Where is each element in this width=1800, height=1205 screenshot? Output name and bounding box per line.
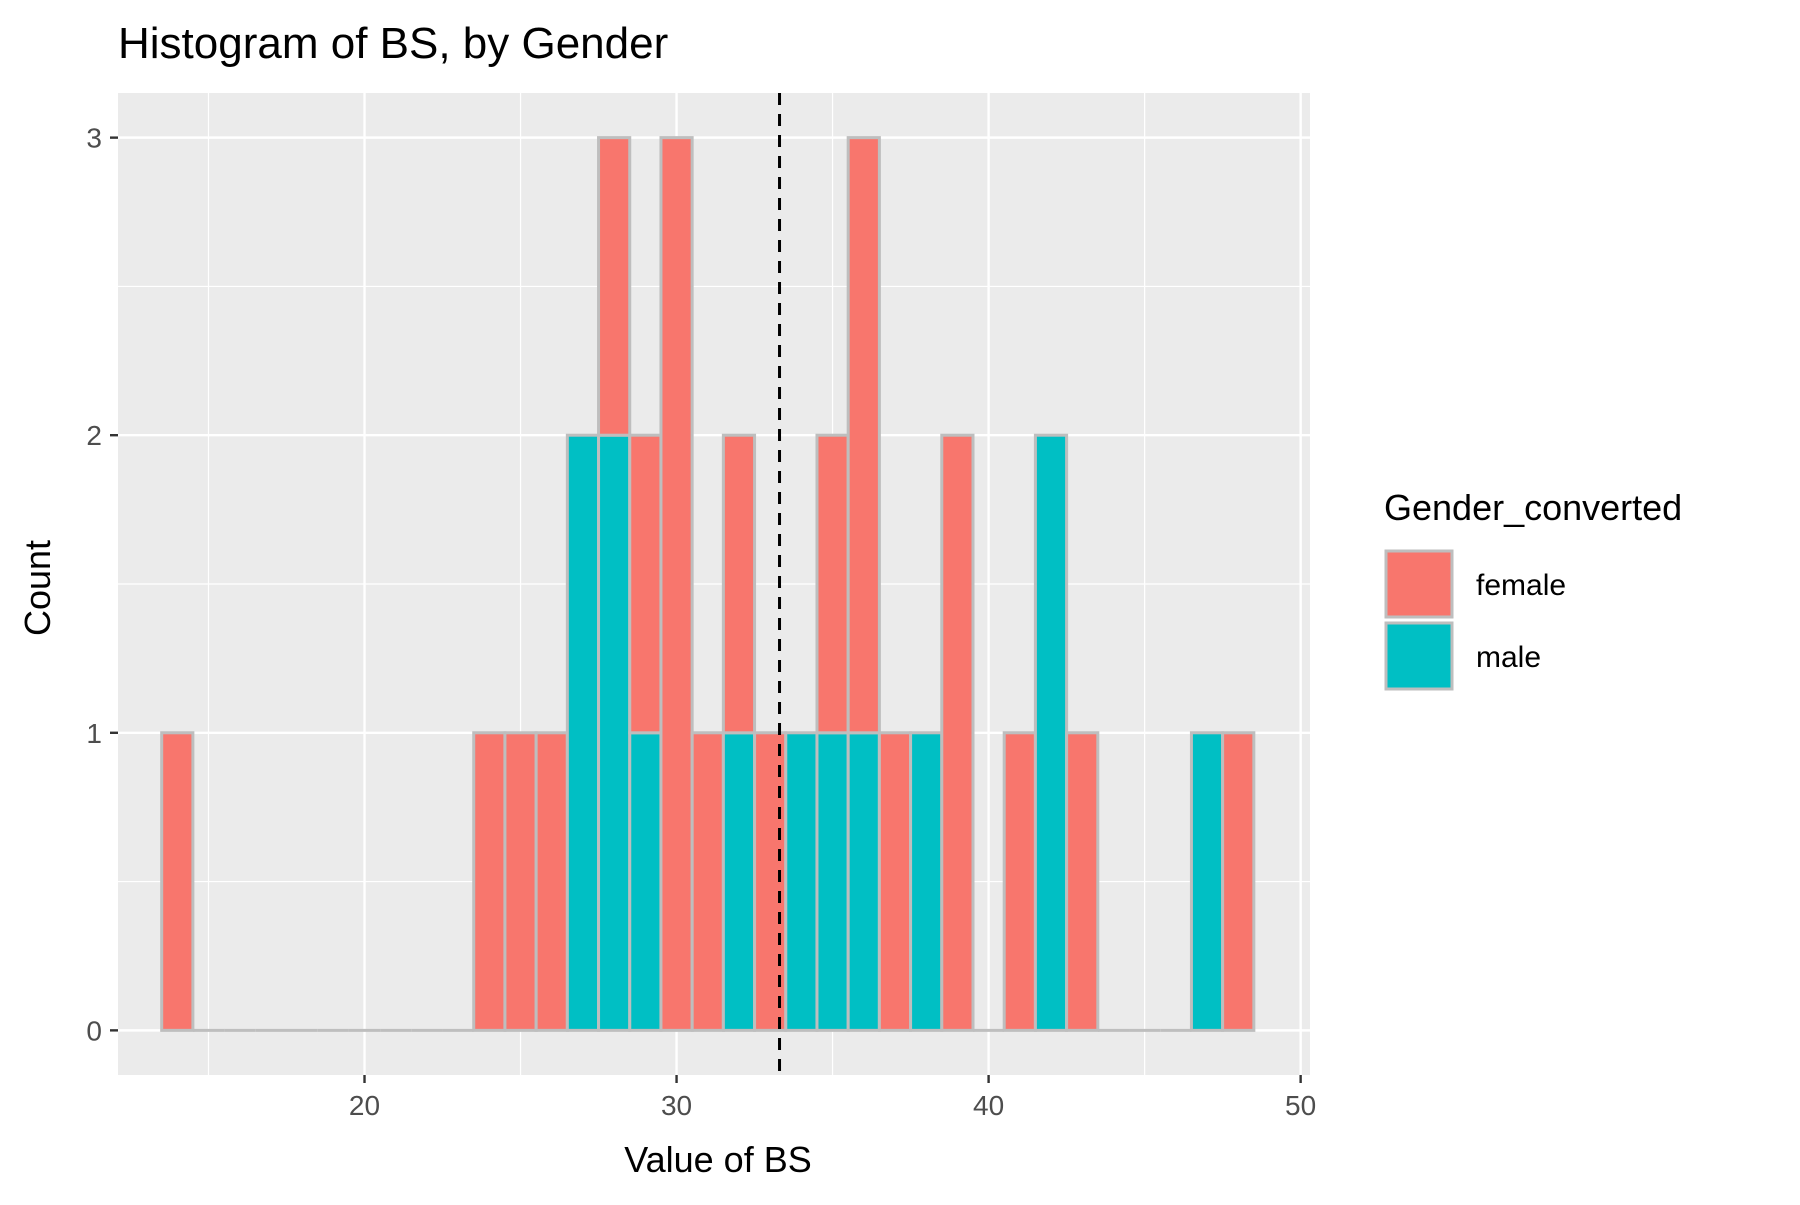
histogram-bar-male xyxy=(784,731,819,1032)
histogram-bar-female xyxy=(472,731,507,1032)
histogram-bar-male xyxy=(846,731,881,1032)
bars xyxy=(160,136,1256,1032)
legend-key-female xyxy=(1384,549,1454,619)
histogram-bar-female xyxy=(940,433,975,1032)
legend-title: Gender_converted xyxy=(1384,487,1682,528)
legend-label-male: male xyxy=(1476,641,1541,674)
histogram-bar-female xyxy=(721,433,757,735)
histogram-bar-female xyxy=(1065,731,1100,1032)
histogram-bar-female xyxy=(815,433,850,735)
legend-label-female: female xyxy=(1476,569,1566,602)
y-axis: 0 1 2 3 xyxy=(86,123,118,1046)
histogram-bar-female xyxy=(1002,731,1037,1032)
y-tick-label: 3 xyxy=(86,123,102,154)
histogram-bar-male xyxy=(909,731,944,1032)
legend-key-male xyxy=(1384,621,1454,691)
histogram-bar-male xyxy=(721,731,757,1032)
histogram-bar-female xyxy=(628,433,663,735)
x-axis: 20 30 40 50 xyxy=(349,1075,1316,1121)
x-tick-label: 50 xyxy=(1285,1090,1316,1121)
chart-title: Histogram of BS, by Gender xyxy=(118,19,668,68)
histogram-bar-female xyxy=(659,136,694,1032)
histogram-bar-female xyxy=(753,731,788,1032)
histogram-bar-female xyxy=(846,136,881,735)
histogram-bar-male xyxy=(628,731,663,1032)
histogram-bar-male xyxy=(1033,433,1069,1032)
histogram-bar-female xyxy=(597,136,632,437)
histogram-bar-female xyxy=(690,731,725,1032)
legend: Gender_converted female male xyxy=(1384,487,1682,691)
histogram-bar-female xyxy=(1221,731,1256,1032)
x-tick-label: 40 xyxy=(973,1090,1004,1121)
histogram-bar-male xyxy=(597,433,632,1032)
histogram-bar-female xyxy=(503,731,538,1032)
x-tick-label: 20 xyxy=(349,1090,380,1121)
legend-items: female male xyxy=(1384,549,1566,691)
x-tick-label: 30 xyxy=(661,1090,692,1121)
histogram-bar-male xyxy=(565,433,601,1032)
y-tick-label: 2 xyxy=(86,420,102,451)
y-tick-label: 0 xyxy=(86,1015,102,1046)
histogram-bar-male xyxy=(815,731,850,1032)
histogram-bar-female xyxy=(877,731,913,1032)
histogram-bar-male xyxy=(1189,731,1225,1032)
x-axis-label: Value of BS xyxy=(624,1139,811,1180)
y-tick-label: 1 xyxy=(86,718,102,749)
histogram-bar-female xyxy=(534,731,569,1032)
y-axis-label: Count xyxy=(17,540,58,636)
histogram-bar-female xyxy=(160,731,195,1032)
